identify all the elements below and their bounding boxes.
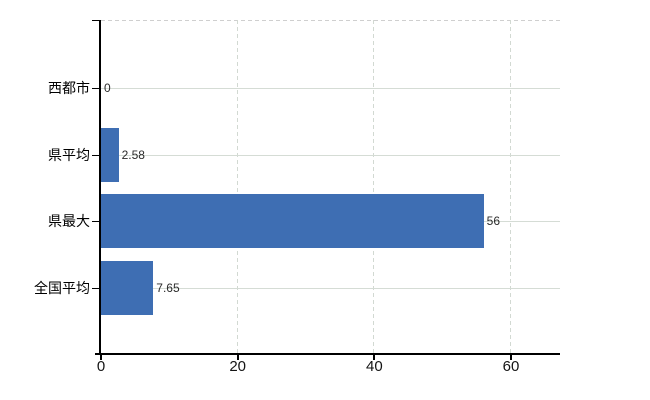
y-axis-tick [92,221,100,223]
bar-value-label: 2.58 [121,147,145,162]
x-axis-tick [373,355,376,360]
bar-value-label: 56 [486,214,501,229]
bar [101,127,119,182]
x-axis-tick-label: 60 [502,358,520,375]
x-axis-tick [236,355,239,360]
vertical-gridline [236,20,238,354]
x-axis-tick [100,355,102,360]
y-axis-end-tick [92,20,100,21]
x-axis-tick-label: 20 [229,358,246,375]
bar-value-label: 0 [104,81,111,95]
y-axis-tick [92,288,100,290]
vertical-gridline [373,20,375,354]
bar [101,194,484,249]
plot-area [101,20,560,354]
horizontal-gridline [101,288,560,290]
plot-top-border [101,20,560,21]
x-axis-tick-label: 40 [365,358,383,375]
horizontal-gridline [101,154,560,156]
horizontal-gridline [101,88,560,89]
category-label: 全国平均 [34,280,90,297]
category-label: 県最大 [48,213,90,230]
x-axis-tick-label: 0 [96,358,106,375]
vertical-gridline [510,20,511,354]
y-axis-line [99,20,101,355]
x-axis-tick [510,355,512,360]
y-axis-tick [92,154,100,156]
bar-value-label: 7.65 [156,281,180,296]
category-label: 県平均 [48,146,90,163]
x-axis-line [95,353,560,355]
bar [101,261,154,316]
category-label: 西都市 [48,80,90,96]
y-axis-tick [92,88,100,89]
